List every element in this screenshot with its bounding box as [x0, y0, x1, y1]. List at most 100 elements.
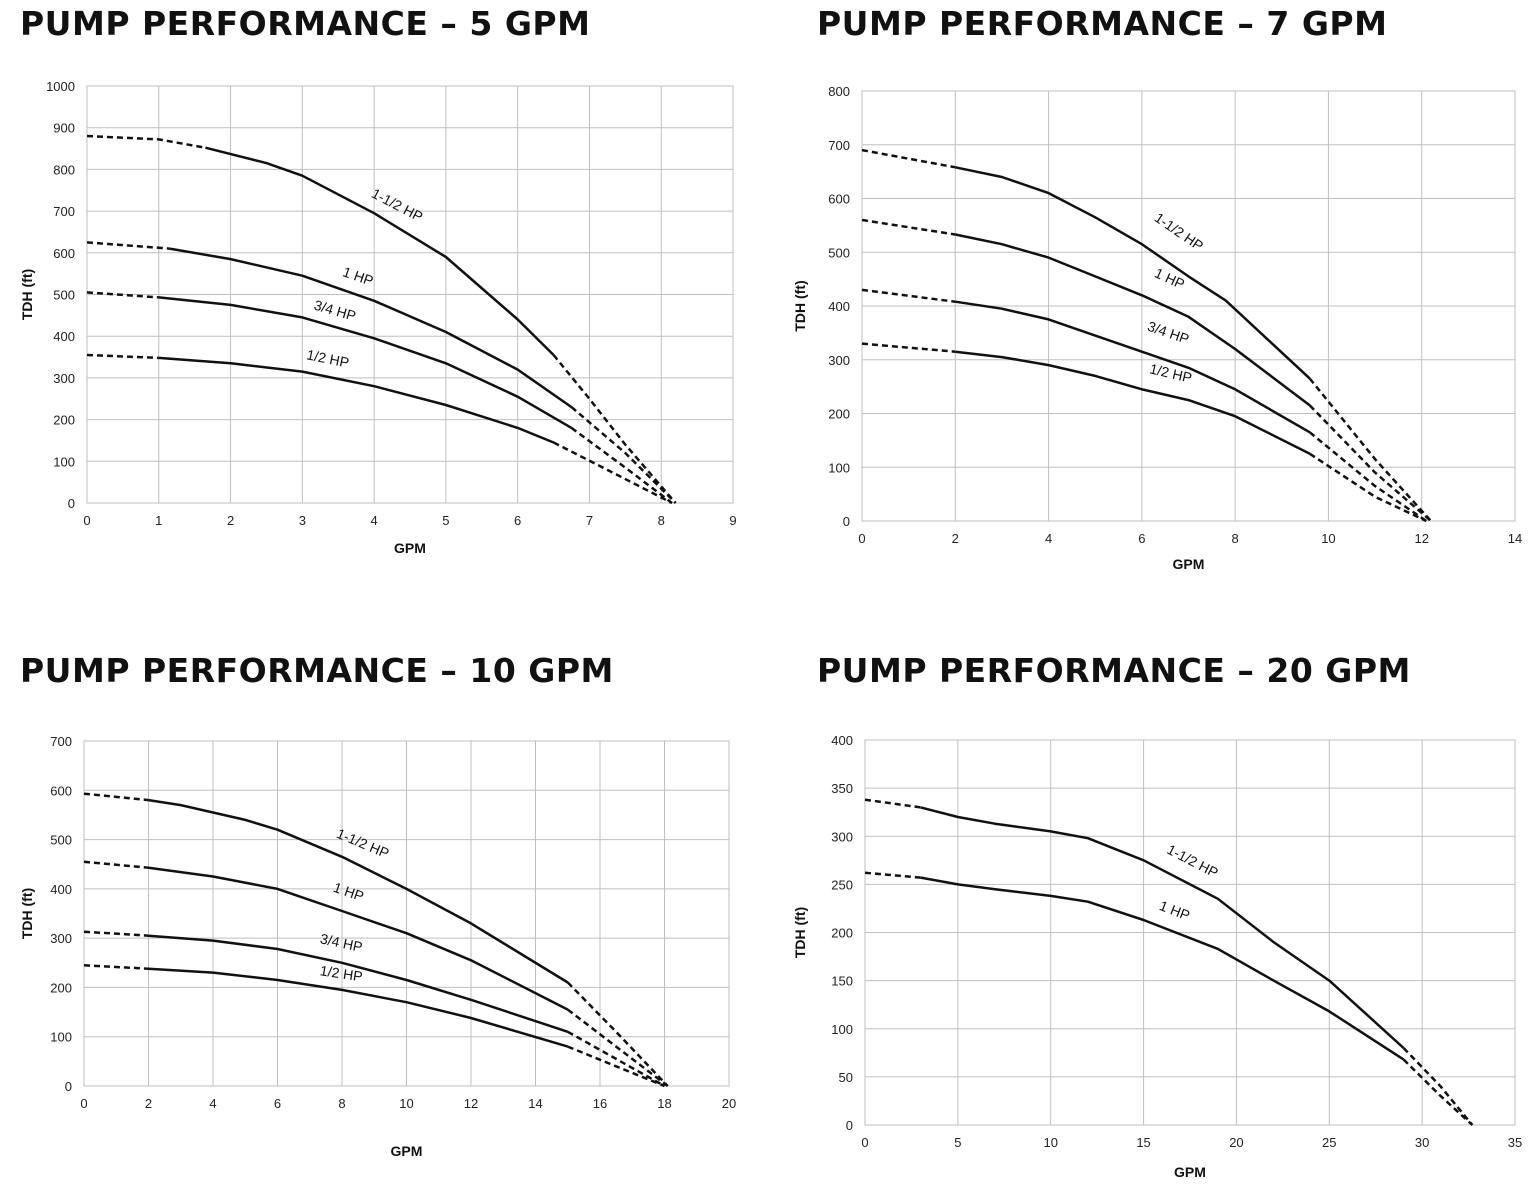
- x-tick-label: 4: [209, 1096, 216, 1111]
- y-tick-label: 500: [828, 245, 850, 260]
- chart-0: 0 1 2 3 4 5 6 7 8 9 0 100 200 300 400 500 600 700 800 900 10…: [19, 79, 737, 556]
- curve-1-1-2-hp-solid: [955, 166, 1311, 380]
- curve-label-3-4-hp: 3/4 HP: [319, 930, 364, 955]
- y-tick-label: 900: [53, 121, 75, 136]
- y-tick-label: 600: [53, 246, 75, 261]
- y-tick-label: 200: [53, 413, 75, 428]
- y-tick-label: 1000: [46, 79, 75, 94]
- x-tick-label: 6: [1138, 531, 1145, 546]
- curve-3-4-hp-dashed-start: [861, 288, 956, 303]
- plot-area: [86, 85, 734, 504]
- chart-title-7gpm: PUMP PERFORMANCE – 7 GPM: [817, 4, 1388, 43]
- y-tick-label: 800: [53, 162, 75, 177]
- y-tick-label: 600: [50, 783, 72, 798]
- x-tick-label: 2: [227, 513, 234, 528]
- x-tick-label: 6: [274, 1096, 281, 1111]
- y-tick-label: 0: [843, 514, 850, 529]
- curve-1-1-2-hp-dashed-start: [86, 134, 206, 149]
- curve-1-2-hp-solid: [148, 967, 569, 1048]
- y-tick-label: 700: [828, 138, 850, 153]
- x-tick-label: 4: [370, 513, 377, 528]
- x-tick-label: 4: [1045, 531, 1052, 546]
- curve-label-1-2-hp: 1/2 HP: [1148, 361, 1193, 386]
- curve-1-hp-dashed-end: [570, 406, 677, 504]
- y-tick-label: 400: [50, 882, 72, 897]
- x-tick-label: 25: [1322, 1135, 1336, 1150]
- curve-label-1-hp: 1 HP: [331, 879, 366, 904]
- curve-label-3-4-hp: 3/4 HP: [1146, 318, 1192, 347]
- chart-title-20gpm: PUMP PERFORMANCE – 20 GPM: [817, 651, 1411, 690]
- curve-1-2-hp-dashed-start: [86, 353, 159, 360]
- curve-1-1-2-hp-solid: [148, 798, 569, 984]
- curve-label-1-2-hp: 1/2 HP: [305, 346, 350, 370]
- curve-1-hp-dashed-start: [861, 218, 956, 236]
- curve-1-hp-dashed-end: [567, 1008, 669, 1087]
- x-tick-label: 8: [658, 513, 665, 528]
- y-tick-label: 400: [53, 329, 75, 344]
- x-tick-label: 14: [1508, 531, 1522, 546]
- curve-1-1-2-hp-dashed-start: [864, 798, 921, 809]
- x-tick-label: 0: [83, 513, 90, 528]
- y-tick-label: 200: [831, 926, 853, 941]
- y-tick-label: 700: [53, 204, 75, 219]
- y-tick-label: 500: [50, 833, 72, 848]
- x-tick-label: 0: [80, 1096, 87, 1111]
- curve-label-1-hp: 1 HP: [1152, 265, 1187, 293]
- y-tick-label: 300: [50, 931, 72, 946]
- curve-3-4-hp-dashed-end: [1309, 431, 1428, 523]
- x-tick-label: 5: [442, 513, 449, 528]
- curve-1-1-2-hp-dashed-end: [1402, 1047, 1474, 1126]
- curve-1-hp-dashed-start: [83, 860, 149, 869]
- y-tick-label: 150: [831, 974, 853, 989]
- curve-1-hp-dashed-start: [864, 871, 921, 879]
- curve-label-1-hp: 1 HP: [1157, 897, 1192, 923]
- curve-1-2-hp-solid: [955, 350, 1311, 455]
- curve-1-hp-dashed-end: [1402, 1058, 1474, 1126]
- plot-area: [861, 90, 1516, 522]
- x-tick-label: 8: [338, 1096, 345, 1111]
- y-axis-label: TDH (ft): [792, 280, 808, 331]
- x-tick-label: 20: [722, 1096, 736, 1111]
- y-tick-label: 250: [831, 877, 853, 892]
- y-tick-label: 300: [831, 829, 853, 844]
- chart-3: 0 5 10 15 20 25 30 35050100150200250300350400GP…: [792, 733, 1522, 1180]
- plot-area: [864, 739, 1516, 1126]
- y-axis-label: TDH (ft): [792, 907, 808, 958]
- x-tick-label: 18: [657, 1096, 671, 1111]
- curve-1-1-2-hp-dashed-end: [1308, 377, 1432, 522]
- curve-1-1-2-hp-solid: [205, 146, 555, 356]
- curve-label-3-4-hp: 3/4 HP: [312, 297, 358, 324]
- x-tick-label: 5: [954, 1135, 961, 1150]
- curve-1-hp-dashed-end: [1308, 404, 1432, 522]
- curve-1-hp-solid: [148, 866, 569, 1011]
- chart-1: 0 2 4 6 8 10 12 14 0 100 200 300 400 500 600 700 800 GPM T…: [792, 84, 1522, 572]
- y-tick-label: 100: [53, 454, 75, 469]
- chart-title-5gpm: PUMP PERFORMANCE – 5 GPM: [20, 4, 591, 43]
- x-tick-label: 14: [528, 1096, 542, 1111]
- x-tick-label: 9: [729, 513, 736, 528]
- y-tick-label: 300: [828, 353, 850, 368]
- y-tick-label: 0: [68, 496, 75, 511]
- y-tick-label: 600: [828, 192, 850, 207]
- curve-1-hp-dashed-start: [86, 241, 170, 250]
- y-tick-label: 500: [53, 288, 75, 303]
- curve-1-2-hp-dashed-end: [567, 1045, 665, 1088]
- x-tick-label: 6: [514, 513, 521, 528]
- y-tick-label: 0: [846, 1118, 853, 1133]
- y-tick-label: 0: [65, 1079, 72, 1094]
- curve-label-1-2-hp: 1/2 HP: [319, 962, 364, 984]
- y-tick-label: 300: [53, 371, 75, 386]
- y-axis-label: TDH (ft): [19, 269, 35, 320]
- x-tick-label: 2: [145, 1096, 152, 1111]
- curve-3-4-hp-dashed-end: [570, 426, 673, 504]
- curve-label-1-1-2-hp: 1-1/2 HP: [369, 185, 425, 225]
- curve-1-1-2-hp-dashed-start: [83, 792, 149, 802]
- x-tick-label: 7: [586, 513, 593, 528]
- curve-1-2-hp-solid: [158, 356, 555, 444]
- curve-1-1-2-hp-solid: [920, 806, 1405, 1049]
- curve-3-4-hp-solid: [148, 934, 569, 1033]
- x-tick-label: 12: [1414, 531, 1428, 546]
- y-tick-label: 100: [828, 460, 850, 475]
- y-tick-label: 400: [828, 299, 850, 314]
